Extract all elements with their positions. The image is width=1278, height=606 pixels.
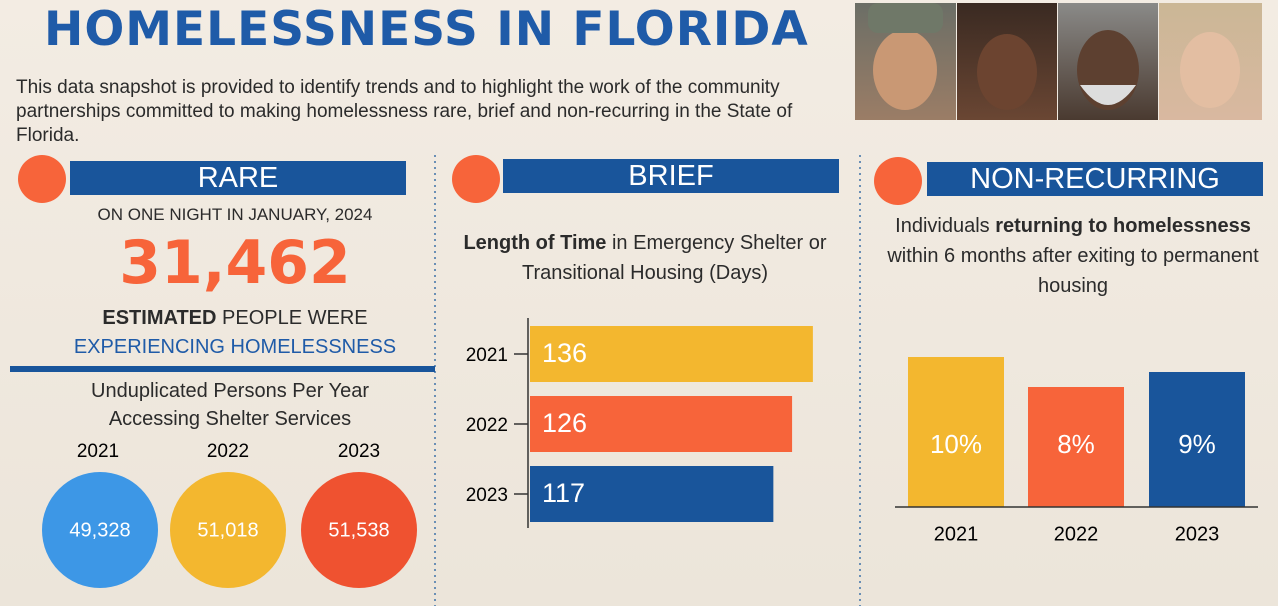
charts: 2021 49,328 2022 51,018 2023 51,538 2021 136 202… xyxy=(0,0,1278,606)
infographic: HOMELESSNESS IN FLORIDA This data snapsh… xyxy=(0,0,1278,606)
y-tick-label: 2021 xyxy=(466,345,508,366)
value-label: 9% xyxy=(1178,429,1216,459)
value-label: 117 xyxy=(542,478,585,508)
y-tick-label: 2023 xyxy=(466,485,508,506)
persons-count: 49,328 xyxy=(69,519,130,541)
y-tick-label: 2022 xyxy=(466,415,508,436)
x-tick-label: 2021 xyxy=(934,523,979,545)
year-label: 2021 xyxy=(77,441,119,462)
value-label: 126 xyxy=(542,408,587,438)
persons-count: 51,018 xyxy=(197,519,258,541)
x-tick-label: 2022 xyxy=(1054,523,1099,545)
x-tick-label: 2023 xyxy=(1175,523,1220,545)
value-label: 10% xyxy=(930,429,982,459)
value-label: 8% xyxy=(1057,429,1095,459)
year-label: 2022 xyxy=(207,441,249,462)
value-label: 136 xyxy=(542,338,587,368)
year-label: 2023 xyxy=(338,441,380,462)
persons-count: 51,538 xyxy=(328,519,389,541)
